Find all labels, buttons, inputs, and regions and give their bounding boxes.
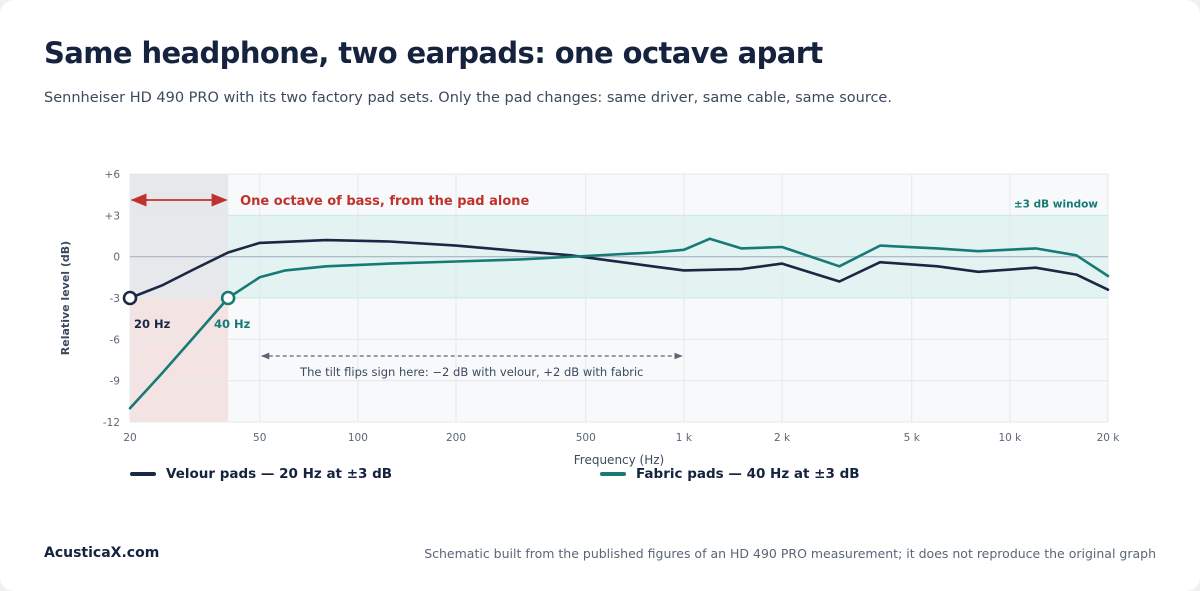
legend-swatch-velour — [130, 472, 156, 476]
y-tick-label: -3 — [110, 293, 120, 305]
marker-label-velour: 20 Hz — [134, 317, 171, 331]
page-subtitle: Sennheiser HD 490 PRO with its two facto… — [44, 90, 892, 106]
x-tick-label: 5 k — [904, 432, 921, 444]
band-label: ±3 dB window — [1014, 198, 1098, 210]
y-axis-title: Relative level (dB) — [59, 241, 72, 355]
legend-swatch-fabric — [600, 472, 626, 476]
x-tick-label: 20 — [123, 432, 136, 444]
x-axis-title: Frequency (Hz) — [574, 453, 665, 467]
brand-name: AcusticaX.com — [44, 545, 160, 561]
y-tick-label: +3 — [105, 210, 120, 222]
y-tick-label: +6 — [105, 169, 121, 181]
marker-label-fabric: 40 Hz — [214, 317, 251, 331]
y-tick-label: 0 — [113, 252, 120, 264]
x-tick-label: 2 k — [774, 432, 791, 444]
y-tick-label: -6 — [110, 334, 121, 346]
legend-item-velour: Velour pads — 20 Hz at ±3 dB — [130, 466, 392, 482]
x-tick-label: 100 — [348, 432, 368, 444]
legend-label-velour: Velour pads — 20 Hz at ±3 dB — [166, 466, 393, 482]
x-tick-label: 50 — [253, 432, 266, 444]
octave-annotation-label: One octave of bass, from the pad alone — [240, 194, 529, 209]
series-line-velour — [128, 238, 1110, 300]
marker-velour — [122, 290, 138, 306]
series-line-fabric — [128, 237, 1110, 410]
y-tick-label: -12 — [103, 417, 120, 429]
page-title: Same headphone, two earpads: one octave … — [44, 36, 823, 70]
x-tick-label: 200 — [446, 432, 466, 444]
legend-label-fabric: Fabric pads — 40 Hz at ±3 dB — [636, 466, 860, 482]
x-tick-label: 1 k — [676, 432, 693, 444]
tilt-annotation-label: The tilt flips sign here: −2 dB with vel… — [299, 365, 643, 379]
footnote: Schematic built from the published figur… — [424, 546, 1156, 561]
x-tick-label: 10 k — [998, 432, 1022, 444]
marker-fabric — [220, 290, 236, 306]
x-tick-label: 500 — [576, 432, 596, 444]
y-tick-label: -9 — [110, 376, 120, 388]
legend-item-fabric: Fabric pads — 40 Hz at ±3 dB — [600, 466, 860, 482]
x-tick-label: 20 k — [1097, 432, 1121, 444]
bass-grey-zone — [130, 174, 229, 298]
